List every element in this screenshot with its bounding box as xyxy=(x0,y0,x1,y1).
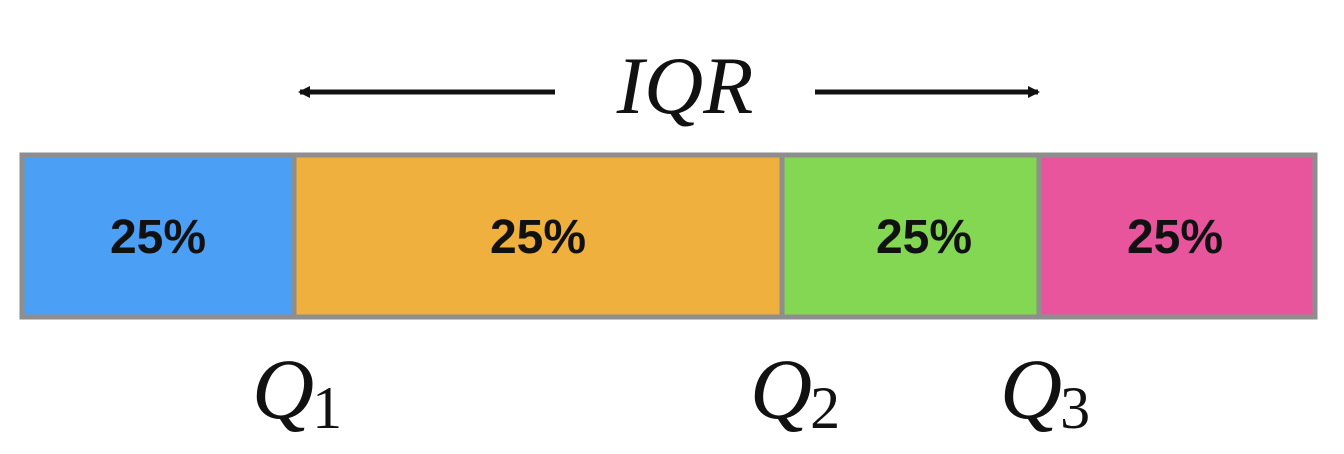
iqr-indicator: IQR xyxy=(298,40,1040,131)
quartile-label-q1: Q1 xyxy=(252,341,342,441)
quartile-labels: Q1 Q2 Q3 xyxy=(252,341,1090,441)
quartile-label-q2: Q2 xyxy=(750,341,840,441)
segment-4 xyxy=(1036,152,1318,320)
quartile-q1-subscript: 1 xyxy=(312,375,342,441)
quartile-bar: 25% 25% 25% 25% xyxy=(19,152,1318,320)
segment-1-label: 25% xyxy=(110,211,206,264)
quartile-q2-subscript: 2 xyxy=(810,375,840,441)
segment-4-label: 25% xyxy=(1127,211,1223,264)
segment-2 xyxy=(291,152,785,320)
quartile-label-q3: Q3 xyxy=(1000,341,1090,441)
quartile-q3-letter: Q xyxy=(1000,341,1062,437)
quartile-q1-letter: Q xyxy=(252,341,314,437)
segment-3-label: 25% xyxy=(876,211,972,264)
segment-3 xyxy=(779,152,1042,320)
segment-2-label: 25% xyxy=(490,211,586,264)
iqr-label: IQR xyxy=(616,40,754,131)
quartile-q3-subscript: 3 xyxy=(1060,375,1090,441)
quartile-q2-letter: Q xyxy=(750,341,812,437)
